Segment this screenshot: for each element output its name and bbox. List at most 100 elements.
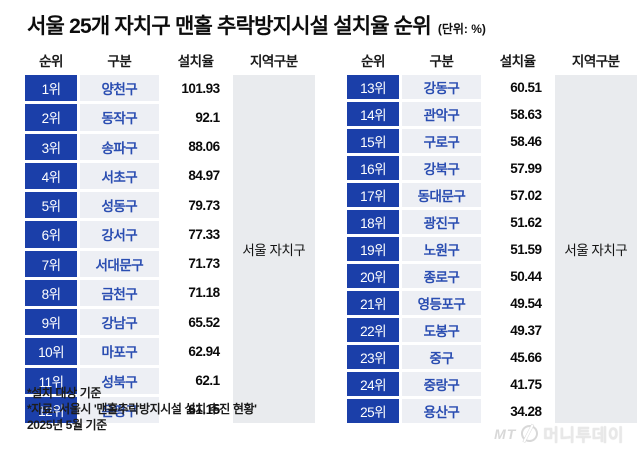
rank-cell: 17위 xyxy=(347,183,400,207)
rank-cell: 5위 xyxy=(25,192,78,219)
rate-cell: 101.93 xyxy=(161,75,230,102)
table-row: 20위 종로구 50.44 xyxy=(347,264,637,288)
rate-cell: 41.75 xyxy=(483,372,552,396)
rate-cell: 62.1 xyxy=(161,367,230,394)
table-row: 7위 서대문구 71.73 xyxy=(25,250,315,277)
rate-cell: 71.73 xyxy=(161,250,230,277)
rate-cell: 92.1 xyxy=(161,104,230,131)
col-header-rate: 설치율 xyxy=(177,54,214,69)
rank-cell: 23위 xyxy=(347,345,400,369)
rate-cell: 49.54 xyxy=(483,291,552,315)
table-row: 4위 서초구 84.97 xyxy=(25,162,315,189)
district-cell: 영등포구 xyxy=(402,291,481,315)
rank-tables: 순위 구분 설치율 지역구분 1위 양천구 101.93 서울 자치구 2위 동작구 92.… xyxy=(22,44,640,426)
table-row: 12위 은평구 61.15 xyxy=(25,396,315,423)
table-row: 5위 성동구 79.73 xyxy=(25,192,315,219)
table-body-left: 1위 양천구 101.93 서울 자치구 2위 동작구 92.1 3위 송파구 88.06 4위 서초… xyxy=(25,75,315,423)
table-row: 9위 강남구 65.52 xyxy=(25,309,315,336)
rate-cell: 65.52 xyxy=(161,309,230,336)
rank-cell: 15위 xyxy=(347,129,400,153)
district-cell: 성동구 xyxy=(80,192,159,219)
table-row: 10위 마포구 62.94 xyxy=(25,338,315,365)
rate-cell: 62.94 xyxy=(161,338,230,365)
district-cell: 강북구 xyxy=(402,156,481,180)
rate-cell: 51.59 xyxy=(483,237,552,261)
table-row: 25위 용산구 34.28 xyxy=(347,399,637,423)
district-cell: 중랑구 xyxy=(402,372,481,396)
footnotes: *설치 대상 기준 *자료: 서울시 '맨홀추락방지시설 설치 추진 현황' 2… xyxy=(27,386,257,433)
table-body-right: 13위 강동구 60.51 서울 자치구 14위 관악구 58.63 15위 구로구 58.46 1… xyxy=(347,75,637,423)
rate-cell: 61.15 xyxy=(161,396,230,423)
rank-cell: 18위 xyxy=(347,210,400,234)
col-header-region: 지역구분 xyxy=(249,54,298,69)
district-cell: 강동구 xyxy=(402,75,481,99)
rate-cell: 77.33 xyxy=(161,221,230,248)
rate-cell: 84.97 xyxy=(161,162,230,189)
col-header-rank: 순위 xyxy=(39,54,63,69)
district-cell: 송파구 xyxy=(80,133,159,160)
rank-cell: 11위 xyxy=(25,367,78,394)
unit-label: (단위: %) xyxy=(437,22,486,36)
header-row: 순위 구분 설치율 지역구분 xyxy=(25,47,315,72)
rate-cell: 34.28 xyxy=(483,399,552,423)
table-row: 13위 강동구 60.51 서울 자치구 xyxy=(347,75,637,423)
moneytoday-logo: MT 머니투데이 xyxy=(494,421,624,446)
rate-cell: 57.99 xyxy=(483,156,552,180)
district-cell: 광진구 xyxy=(402,210,481,234)
rank-cell: 7위 xyxy=(25,250,78,277)
moneytoday-wordmark: 머니투데이 xyxy=(543,426,624,445)
district-cell: 은평구 xyxy=(80,396,159,423)
district-cell: 금천구 xyxy=(80,279,159,306)
table-row: 17위 동대문구 57.02 xyxy=(347,183,637,207)
rate-cell: 58.46 xyxy=(483,129,552,153)
district-cell: 도봉구 xyxy=(402,318,481,342)
table-row: 2위 동작구 92.1 xyxy=(25,104,315,131)
district-cell: 노원구 xyxy=(402,237,481,261)
rank-cell: 14위 xyxy=(347,102,400,126)
rank-cell: 16위 xyxy=(347,156,400,180)
table-row: 18위 광진구 51.62 xyxy=(347,210,637,234)
moneytoday-circle-icon xyxy=(519,423,541,444)
rate-cell: 60.51 xyxy=(483,75,552,99)
rank-cell: 1위 xyxy=(25,75,78,102)
rank-cell: 25위 xyxy=(347,399,400,423)
footnote-basis: *설치 대상 기준 xyxy=(27,386,101,400)
district-cell: 양천구 xyxy=(80,75,159,102)
rate-cell: 88.06 xyxy=(161,133,230,160)
rank-cell: 9위 xyxy=(25,309,78,336)
rank-cell: 2위 xyxy=(25,104,78,131)
rank-cell: 19위 xyxy=(347,237,400,261)
rank-cell: 6위 xyxy=(25,221,78,248)
district-cell: 관악구 xyxy=(402,102,481,126)
table-row: 23위 중구 45.66 xyxy=(347,345,637,369)
table-row: 15위 구로구 58.46 xyxy=(347,129,637,153)
district-cell: 강남구 xyxy=(80,309,159,336)
col-header-district: 구분 xyxy=(107,54,132,69)
rank-cell: 22위 xyxy=(347,318,400,342)
moneytoday-mt-mark: MT xyxy=(494,425,517,442)
title-row: 서울 25개 자치구 맨홀 추락방지시설 설치율 순위 (단위: %) xyxy=(27,10,486,40)
district-cell: 강서구 xyxy=(80,221,159,248)
district-cell: 마포구 xyxy=(80,338,159,365)
col-header-district: 구분 xyxy=(429,54,454,69)
table-row: 22위 도봉구 49.37 xyxy=(347,318,637,342)
rank-cell: 21위 xyxy=(347,291,400,315)
table-row: 19위 노원구 51.59 xyxy=(347,237,637,261)
col-header-rank: 순위 xyxy=(361,54,385,69)
table-header: 순위 구분 설치율 지역구분 xyxy=(347,47,637,72)
district-cell: 서대문구 xyxy=(80,250,159,277)
table-row: 3위 송파구 88.06 xyxy=(25,133,315,160)
rate-cell: 49.37 xyxy=(483,318,552,342)
page-title: 서울 25개 자치구 맨홀 추락방지시설 설치율 순위 xyxy=(27,15,432,38)
rank-table-right: 순위 구분 설치율 지역구분 13위 강동구 60.51 서울 자치구 14위 관악구 58… xyxy=(344,44,640,426)
rate-cell: 51.62 xyxy=(483,210,552,234)
table-row: 6위 강서구 77.33 xyxy=(25,221,315,248)
rank-cell: 10위 xyxy=(25,338,78,365)
rate-cell: 58.63 xyxy=(483,102,552,126)
region-cell: 서울 자치구 xyxy=(554,75,637,423)
table-row: 14위 관악구 58.63 xyxy=(347,102,637,126)
rank-cell: 24위 xyxy=(347,372,400,396)
rank-cell: 8위 xyxy=(25,279,78,306)
district-cell: 중구 xyxy=(402,345,481,369)
